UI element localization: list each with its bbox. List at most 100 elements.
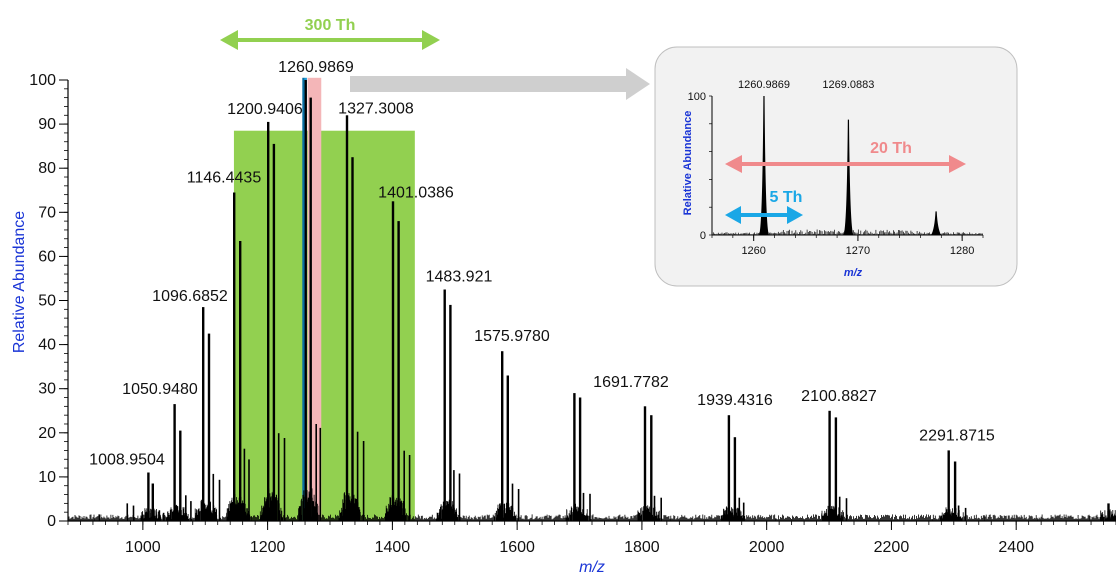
peak-7 xyxy=(239,241,242,521)
y-tick-label-40: 40 xyxy=(38,337,56,354)
y-tick-label-10: 10 xyxy=(38,469,56,486)
satellite-peak-8 xyxy=(277,433,280,521)
peak-label-28: 2291.8715 xyxy=(919,427,995,444)
inset-x-tick-label-1270: 1270 xyxy=(846,245,870,257)
x-tick-label-1000: 1000 xyxy=(125,539,161,556)
peak-label-12: 1327.3008 xyxy=(338,100,414,117)
y-tick-label-90: 90 xyxy=(38,116,56,133)
peak-16 xyxy=(443,289,446,521)
satellite-peak-1 xyxy=(162,512,165,521)
peak-label-6: 1146.4435 xyxy=(187,169,262,186)
peak-22 xyxy=(643,406,647,521)
satellite-peak-19 xyxy=(517,489,520,521)
satellite-peak-12 xyxy=(356,431,359,521)
satellite-peak-25 xyxy=(742,502,745,521)
peak-28 xyxy=(947,450,950,521)
peak-label-0: 1008.9504 xyxy=(89,451,165,468)
inset-y-axis-title: Relative Abundance xyxy=(682,111,694,216)
green-300th-arrow xyxy=(220,30,440,50)
peak-21 xyxy=(578,397,582,521)
peak-23 xyxy=(650,415,653,521)
x-tick-label-1600: 1600 xyxy=(499,539,535,556)
peak-label-2: 1050.9480 xyxy=(122,381,198,398)
peak-12 xyxy=(345,115,349,522)
peak-label-14: 1401.0386 xyxy=(378,184,454,201)
peak-label-16: 1483.921 xyxy=(426,268,493,285)
peak-3 xyxy=(179,430,182,521)
inset-y-tick-label-100: 100 xyxy=(688,91,706,103)
x-tick-label-1200: 1200 xyxy=(250,539,286,556)
satellite-peak-24 xyxy=(738,497,741,521)
satellite-peak-5 xyxy=(218,479,221,521)
inset-y-tick-label-0: 0 xyxy=(700,230,706,242)
satellite-peak-29 xyxy=(964,507,967,521)
satellite-peak-17 xyxy=(458,473,461,521)
peak-label-20: 1691.7782 xyxy=(593,374,669,391)
peak-25 xyxy=(733,437,737,521)
peak-0 xyxy=(147,472,150,521)
satellite-peak-28 xyxy=(957,505,960,521)
inset-axes: 0 100 1260 1270 1280 xyxy=(688,91,984,257)
main-x-axis-title: m/z xyxy=(579,559,605,576)
peak-18 xyxy=(501,351,504,521)
inset-peak-labels: 1260.9869 1269.0883 xyxy=(738,79,874,91)
peak-2 xyxy=(173,404,176,521)
peak-label-26: 2100.8827 xyxy=(801,388,877,405)
satellite-peak-6 xyxy=(243,448,246,521)
x-tick-label-1800: 1800 xyxy=(624,539,660,556)
satellite-peak-3 xyxy=(190,501,192,521)
peak-14 xyxy=(391,201,395,522)
peak-30 xyxy=(1107,503,1110,521)
peak-15 xyxy=(397,221,400,521)
y-tick-label-20: 20 xyxy=(38,425,56,442)
inset-x-axis-title: m/z xyxy=(844,267,863,279)
minor-peak-0 xyxy=(126,503,129,521)
satellite-peak-9 xyxy=(283,438,286,521)
peak-1 xyxy=(151,483,154,521)
peak-5 xyxy=(207,333,211,521)
satellite-peak-10 xyxy=(315,424,317,521)
inset-x-tick-label-1260: 1260 xyxy=(741,245,765,257)
x-tick-label-2000: 2000 xyxy=(749,539,785,556)
peak-17 xyxy=(449,304,452,521)
satellite-peak-2 xyxy=(185,495,187,521)
y-tick-label-80: 80 xyxy=(38,160,56,177)
peak-27 xyxy=(834,417,838,521)
blue-window-edge xyxy=(302,77,305,522)
main-peak-labels: 1008.9504 1050.9480 1096.6852 1146.4435 1200… xyxy=(89,59,995,468)
satellite-peak-15 xyxy=(408,455,411,521)
peak-11 xyxy=(309,97,312,521)
peak-19 xyxy=(506,375,509,521)
blue-5th-arrow xyxy=(725,206,803,224)
green-arrow-label: 300 Th xyxy=(305,17,356,34)
inset-peak-2 xyxy=(931,211,942,235)
inset-panel xyxy=(654,46,1018,287)
peak-8 xyxy=(267,121,270,522)
satellite-peak-16 xyxy=(453,470,455,521)
x-tick-label-2400: 2400 xyxy=(998,539,1034,556)
main-y-axis-title: Relative Abundance xyxy=(11,211,28,353)
inset-peak-1 xyxy=(843,119,854,235)
x-tick-label-2200: 2200 xyxy=(874,539,910,556)
satellite-peak-4 xyxy=(212,473,215,521)
satellite-peak-26 xyxy=(838,496,841,521)
peak-label-18: 1575.9780 xyxy=(474,328,550,345)
peak-20 xyxy=(573,393,576,521)
y-tick-label-30: 30 xyxy=(38,381,56,398)
minor-peak-1 xyxy=(132,505,135,521)
minor-peak-2 xyxy=(98,514,100,521)
y-tick-label-70: 70 xyxy=(38,204,56,221)
satellite-peak-11 xyxy=(319,427,322,521)
peak-label-10: 1260.9869 xyxy=(278,59,354,76)
satellite-peak-14 xyxy=(403,450,405,521)
satellite-peak-13 xyxy=(362,441,365,521)
pink-20th-arrow xyxy=(725,155,966,173)
peak-13 xyxy=(351,157,354,521)
peak-29 xyxy=(953,461,957,521)
satellite-peak-7 xyxy=(248,459,250,521)
inset-x-tick-label-1280: 1280 xyxy=(950,245,974,257)
peak-10 xyxy=(304,80,307,521)
peak-6 xyxy=(233,192,236,521)
